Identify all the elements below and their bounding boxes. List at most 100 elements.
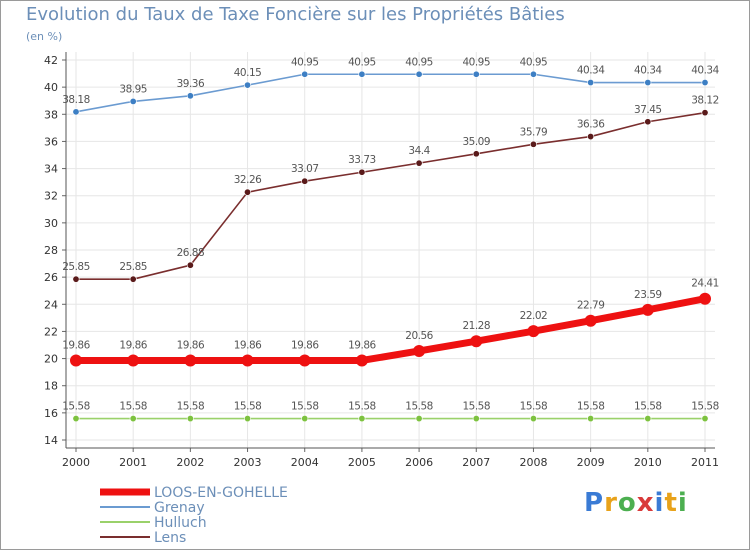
data-labels: 38.18 38.95 39.36 40.15 40.95 40.95 40.95 40.95…: [62, 56, 720, 413]
series-group: [70, 70, 711, 423]
point-grenay: [644, 79, 652, 87]
legend-label: Hulluch: [154, 515, 207, 531]
data-label-grenay: 40.34: [691, 65, 719, 77]
logo-letter: i: [654, 488, 665, 518]
x-tick-label: 2009: [577, 456, 605, 469]
logo-letter: x: [636, 488, 655, 518]
point-lens: [529, 140, 537, 148]
x-tick-label: 2010: [634, 456, 662, 469]
point-grenay: [301, 70, 309, 78]
data-label-grenay: 40.15: [234, 67, 262, 79]
y-tick-label: 40: [44, 81, 58, 94]
point-loos-en-gohelle: [413, 344, 426, 357]
logo-letter: o: [617, 488, 637, 518]
data-label-hulluch: 15.58: [634, 401, 662, 413]
data-label-lens: 25.85: [62, 261, 90, 273]
data-label-loos-en-gohelle: 22.79: [577, 300, 605, 312]
point-lens: [72, 275, 80, 283]
data-label-hulluch: 15.58: [348, 401, 376, 413]
data-label-grenay: 40.34: [634, 65, 662, 77]
data-label-loos-en-gohelle: 21.28: [462, 320, 490, 332]
point-grenay: [186, 92, 194, 100]
point-loos-en-gohelle: [527, 325, 540, 338]
point-grenay: [415, 70, 423, 78]
data-label-grenay: 39.36: [177, 78, 205, 90]
data-label-loos-en-gohelle: 24.41: [691, 278, 719, 290]
y-tick-label: 28: [44, 244, 58, 257]
legend-label: LOOS-EN-GOHELLE: [154, 485, 288, 501]
y-tick-label: 42: [44, 54, 58, 67]
point-grenay: [244, 81, 252, 89]
data-label-lens: 35.79: [520, 126, 548, 138]
data-label-lens: 25.85: [119, 261, 147, 273]
logo-letter: r: [604, 488, 618, 518]
data-label-grenay: 40.95: [520, 56, 548, 68]
point-hulluch: [186, 415, 194, 423]
point-lens: [472, 150, 480, 158]
point-hulluch: [358, 415, 366, 423]
data-label-grenay: 40.95: [405, 56, 433, 68]
point-lens: [587, 133, 595, 141]
data-label-lens: 26.88: [177, 247, 205, 259]
point-grenay: [529, 70, 537, 78]
point-hulluch: [244, 415, 252, 423]
data-label-hulluch: 15.58: [577, 401, 605, 413]
point-hulluch: [644, 415, 652, 423]
point-loos-en-gohelle: [641, 303, 654, 316]
data-label-loos-en-gohelle: 19.86: [62, 339, 90, 351]
data-label-hulluch: 15.58: [462, 401, 490, 413]
point-hulluch: [415, 415, 423, 423]
point-lens: [244, 188, 252, 196]
point-lens: [415, 159, 423, 167]
x-tick-label: 2002: [176, 456, 204, 469]
point-grenay: [129, 97, 137, 105]
y-tick-label: 22: [44, 325, 58, 338]
point-loos-en-gohelle: [184, 354, 197, 367]
data-label-loos-en-gohelle: 19.86: [119, 339, 147, 351]
y-tick-label: 24: [44, 298, 58, 311]
point-loos-en-gohelle: [470, 335, 483, 348]
data-label-lens: 37.45: [634, 104, 662, 116]
chart-title: Evolution du Taux de Taxe Foncière sur l…: [26, 4, 565, 25]
grid-lines: [66, 52, 715, 448]
point-grenay: [358, 70, 366, 78]
data-label-hulluch: 15.58: [62, 401, 90, 413]
x-tick-label: 2001: [119, 456, 147, 469]
x-axis-ticks: 2000 2001 2002 2003 2004 2005 2006 2007 2008 2009…: [62, 456, 719, 469]
y-tick-label: 38: [44, 108, 58, 121]
point-hulluch: [701, 415, 709, 423]
x-tick-label: 2007: [462, 456, 490, 469]
data-label-loos-en-gohelle: 22.02: [520, 310, 548, 322]
data-label-lens: 35.09: [462, 136, 490, 148]
x-tick-label: 2000: [62, 456, 90, 469]
legend-label: Lens: [154, 530, 186, 546]
x-tick-label: 2005: [348, 456, 376, 469]
y-tick-label: 34: [44, 163, 58, 176]
point-grenay: [72, 108, 80, 116]
series-line-lens: [75, 111, 706, 280]
data-label-loos-en-gohelle: 20.56: [405, 330, 433, 342]
point-lens: [358, 168, 366, 176]
point-lens: [301, 177, 309, 185]
data-label-loos-en-gohelle: 19.86: [348, 339, 376, 351]
y-tick-label: 30: [44, 217, 58, 230]
legend-label: Grenay: [154, 500, 205, 516]
series-line-loos-en-gohelle: [72, 295, 709, 364]
series-line-grenay: [75, 73, 706, 113]
data-label-lens: 32.26: [234, 174, 262, 186]
x-tick-label: 2003: [234, 456, 262, 469]
data-label-hulluch: 15.58: [291, 401, 319, 413]
data-label-hulluch: 15.58: [691, 401, 719, 413]
y-tick-label: 26: [44, 271, 58, 284]
y-tick-label: 32: [44, 190, 58, 203]
point-loos-en-gohelle: [127, 354, 140, 367]
point-loos-en-gohelle: [70, 354, 82, 367]
y-tick-label: 36: [44, 135, 58, 148]
data-label-lens: 33.73: [348, 154, 376, 166]
point-hulluch: [129, 415, 137, 423]
data-label-loos-en-gohelle: 19.86: [234, 339, 262, 351]
x-tick-label: 2011: [691, 456, 719, 469]
data-label-grenay: 40.34: [577, 65, 605, 77]
